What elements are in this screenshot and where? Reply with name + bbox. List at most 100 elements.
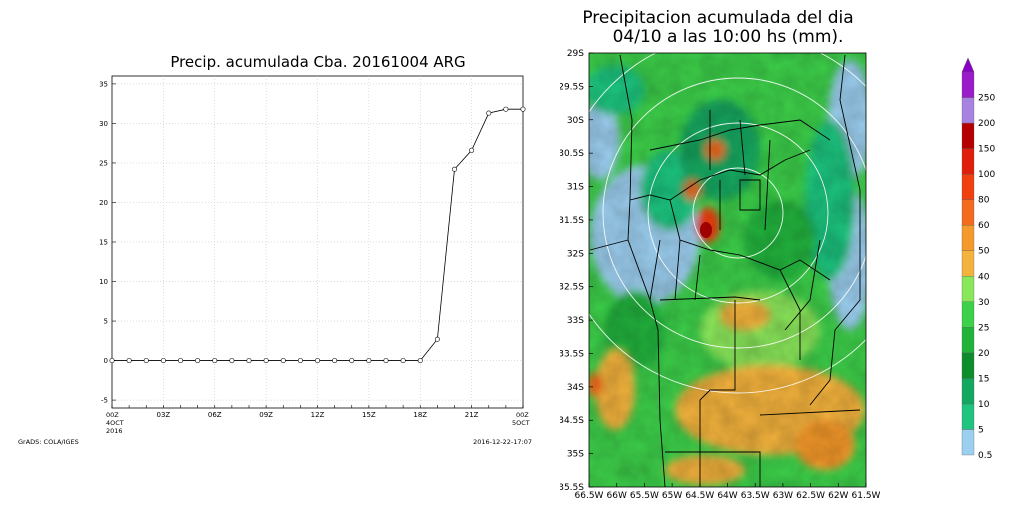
colorbar-box: [961, 250, 975, 277]
colorbar-level-label: 150: [978, 145, 995, 155]
colorbar-box: [961, 97, 975, 124]
colorbar-level-label: 20: [978, 349, 990, 359]
data-point: [434, 336, 440, 342]
y-tick-label: 15: [99, 239, 108, 247]
x-tick-label: 03Z: [157, 411, 171, 419]
data-point: [366, 358, 372, 364]
y-tick-labels: -5 0 5 10 15 20 25 30 35: [99, 80, 116, 405]
colorbar-level-label: 30: [978, 298, 990, 308]
colorbar-box: [961, 378, 975, 405]
x-start-label-line2: 4OCT: [106, 419, 124, 427]
data-point: [451, 166, 457, 172]
latitude-label: 35.5S: [560, 483, 584, 493]
data-point: [263, 358, 269, 364]
x-tick-label: 21Z: [465, 411, 479, 419]
province-boundaries: [589, 54, 861, 487]
x-tick-label: 06Z: [208, 411, 222, 419]
data-point: [178, 358, 184, 364]
latitude-label: 33.5S: [560, 349, 584, 359]
map-longitude-labels: 66.5W 66W 65.5W 65W 64.5W 64W 63.5W 63W 62.5W 62W…: [575, 483, 881, 501]
data-point: [503, 106, 509, 112]
data-point: [383, 358, 389, 364]
data-point: [212, 358, 218, 364]
y-tick-label: -5: [101, 397, 108, 405]
colorbar-level-label: 0.5: [978, 451, 992, 461]
data-point: [109, 358, 115, 364]
longitude-label: 62.5W: [796, 491, 825, 501]
y-tick-label: 35: [99, 80, 108, 88]
precip-map-chart: Precipitacion acumulada del dia 04/10 a …: [560, 8, 995, 501]
latitude-label: 30.5S: [560, 149, 584, 159]
colorbar-level-label: 250: [978, 94, 995, 104]
data-point: [246, 358, 252, 364]
colorbar-level-label: 5: [978, 425, 984, 435]
y-tick-label: 20: [99, 199, 108, 207]
latitude-label: 32.5S: [560, 283, 584, 293]
latitude-label: 35S: [567, 450, 584, 460]
colorbar-top-cap: [961, 57, 975, 73]
chart-title: Precip. acumulada Cba. 20161004 ARG: [170, 53, 465, 71]
data-point: [297, 358, 303, 364]
colorbar-box: [961, 199, 975, 226]
colorbar-level-label: 80: [978, 196, 990, 206]
data-point: [229, 358, 235, 364]
longitude-label: 66W: [607, 491, 627, 501]
colorbar-box: [961, 301, 975, 328]
data-point: [143, 358, 149, 364]
map-latitude-labels: 29S 29.5S 30S 30.5S 31S 31.5S 32S 32.5S 33S 33.5S…: [560, 49, 593, 493]
data-point: [486, 110, 492, 116]
colorbar-box: [961, 352, 975, 379]
y-tick-label: 5: [104, 318, 108, 326]
colorbar-level-label: 100: [978, 170, 995, 180]
data-point: [195, 358, 201, 364]
data-point: [332, 358, 338, 364]
colorbar-level-label: 200: [978, 119, 995, 129]
x-start-label-line3: 2016: [106, 427, 123, 435]
data-point: [126, 358, 132, 364]
data-point: [349, 358, 355, 364]
colorbar-box: [961, 71, 975, 98]
longitude-label: 63.5W: [741, 491, 770, 501]
longitude-label: 65.5W: [630, 491, 659, 501]
y-tick-label: 30: [99, 120, 108, 128]
data-point: [417, 358, 423, 364]
colorbar-box: [961, 429, 975, 456]
data-point: [400, 358, 406, 364]
precip-series-points: [109, 106, 526, 364]
x-end-label-line2: 5OCT: [512, 419, 530, 427]
data-point: [314, 358, 320, 364]
y-tick-label: 25: [99, 159, 108, 167]
data-point: [469, 147, 475, 153]
colorbar-box: [961, 327, 975, 354]
longitude-label: 65W: [662, 491, 682, 501]
colorbar-box: [961, 148, 975, 175]
latitude-label: 31.5S: [560, 216, 584, 226]
longitude-label: 66.5W: [575, 491, 604, 501]
latitude-label: 29.5S: [560, 82, 584, 92]
x-tick-label: 12Z: [311, 411, 325, 419]
latitude-label: 32S: [567, 249, 584, 259]
colorbar-level-label: 25: [978, 323, 989, 333]
map-title-line1: Precipitacion acumulada del dia: [582, 8, 853, 28]
latitude-label: 33S: [567, 316, 584, 326]
latitude-label: 31S: [567, 183, 584, 193]
accumulated-precip-chart: Precip. acumulada Cba. 20161004 ARG -5 0 5…: [18, 53, 532, 446]
grads-credit: GrADS: COLA/IGES: [18, 438, 79, 446]
colorbar-box: [961, 403, 975, 430]
data-point: [280, 358, 286, 364]
colorbar: 0.5 5 10 15 20 25 30 40 50 60 80 100 150 200 250: [961, 57, 995, 461]
colorbar-box: [961, 173, 975, 200]
precip-field: [589, 53, 866, 487]
y-tick-label: 0: [104, 357, 108, 365]
y-tick-label: 10: [99, 278, 108, 286]
longitude-label: 61.5W: [852, 491, 881, 501]
plot-timestamp: 2016-12-22-17:07: [473, 438, 532, 446]
x-end-label-line1: 00Z: [516, 411, 529, 419]
colorbar-level-label: 40: [978, 272, 990, 282]
gridlines: [112, 76, 523, 408]
latitude-label: 34S: [567, 383, 584, 393]
longitude-label: 62W: [828, 491, 848, 501]
x-tick-label: 15Z: [362, 411, 376, 419]
colorbar-box: [961, 276, 975, 302]
colorbar-box: [961, 225, 975, 251]
